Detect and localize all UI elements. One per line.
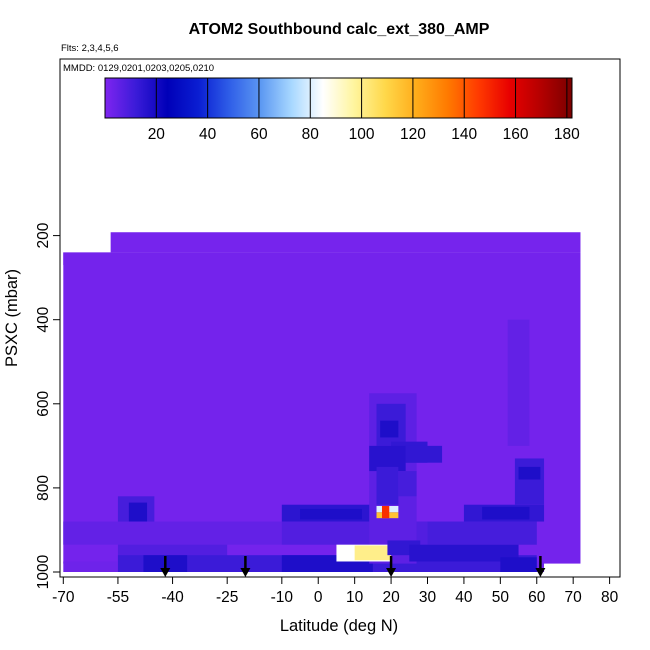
colorbar-tick-label: 120 [400, 126, 426, 143]
heatmap-cell [427, 521, 537, 545]
y-axis-label: PSXC (mbar) [3, 269, 21, 367]
heatmap-cell [376, 466, 399, 505]
colorbar-tick-label: 140 [451, 126, 477, 143]
heatmap-cell [381, 505, 390, 519]
x-tick-label: -70 [52, 589, 75, 606]
heatmap-cell [514, 458, 545, 505]
x-axis-label: Latitude (deg N) [280, 617, 398, 635]
profile-arrows [160, 556, 546, 577]
y-tick-label: 800 [35, 475, 52, 501]
heatmap-cells [63, 232, 581, 572]
heatmap-cell [507, 319, 530, 446]
x-tick-label: -25 [216, 589, 238, 606]
heatmap-cell [380, 420, 399, 438]
x-tick-label: 10 [346, 589, 364, 606]
plot-frame [59, 58, 621, 578]
x-tick-label: -40 [161, 589, 184, 606]
profile-arrow [386, 556, 397, 577]
heatmap-cell [128, 502, 148, 522]
y-axis: 200 400 600 800 1000 [35, 222, 60, 589]
heatmap-cell [398, 471, 417, 497]
colorbar-tick-label: 20 [148, 126, 166, 143]
colorbar-tick-label: 80 [302, 126, 320, 143]
colorbar-tick-label: 60 [250, 126, 268, 143]
profile-arrow [160, 556, 171, 577]
heatmap-cell [409, 544, 519, 562]
heatmap-cell [405, 445, 443, 463]
heatmap-cell [482, 506, 530, 520]
heatmap-cell [110, 232, 581, 253]
dates-label: MMDD: 0129,0201,0203,0205,0210 [63, 63, 214, 74]
profile-arrow [535, 556, 546, 577]
colorbar-tick-label: 40 [199, 126, 217, 143]
colorbar-tick-label: 160 [503, 126, 529, 143]
y-tick-label: 600 [35, 390, 52, 416]
x-tick-label: 20 [382, 589, 400, 606]
x-tick-label: -10 [271, 589, 294, 606]
heatmap-cell [300, 508, 362, 520]
colorbar-tick-label: 180 [554, 126, 580, 143]
x-tick-label: 70 [565, 589, 583, 606]
x-tick-label: -55 [107, 589, 129, 606]
x-tick-label: 60 [528, 589, 546, 606]
profile-arrow [240, 556, 251, 577]
x-axis: -70 -55 -40 -25 -10 0 10 20 30 40 50 60 70 80 [52, 577, 619, 606]
x-tick-label: 0 [314, 589, 323, 606]
heatmap-cell [354, 545, 392, 561]
x-tick-label: 30 [419, 589, 437, 606]
colorbar-gradient [104, 77, 573, 119]
flights-label: Flts: 2,3,4,5,6 [61, 43, 119, 54]
x-tick-label: 40 [455, 589, 473, 606]
chart-title: ATOM2 Southbound calc_ext_380_AMP [189, 21, 490, 38]
x-tick-label: 80 [601, 589, 619, 606]
y-tick-label: 200 [35, 222, 52, 248]
heatmap-cell [518, 466, 541, 480]
x-tick-label: 50 [492, 589, 510, 606]
y-tick-label: 400 [35, 306, 52, 332]
colorbar-tick-label: 100 [349, 126, 375, 143]
y-tick-label: 1000 [35, 554, 52, 589]
colorbar: 20 40 60 80 100 120 140 160 180 [104, 77, 580, 143]
heatmap-cell [500, 557, 537, 572]
